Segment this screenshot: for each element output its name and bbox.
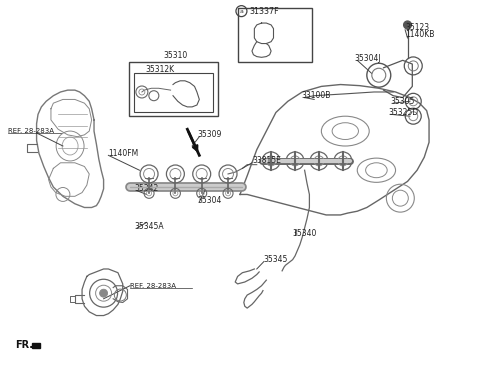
Text: 35340: 35340 xyxy=(293,229,317,238)
Text: 33100B: 33100B xyxy=(301,91,331,100)
Bar xyxy=(238,8,312,62)
Bar xyxy=(134,73,213,113)
Text: FR.: FR. xyxy=(15,340,33,350)
Text: 1140KB: 1140KB xyxy=(405,30,434,39)
Bar xyxy=(129,62,217,116)
Text: 35304: 35304 xyxy=(197,196,221,205)
Text: 1140FM: 1140FM xyxy=(108,149,139,158)
Polygon shape xyxy=(32,343,40,348)
Circle shape xyxy=(100,289,108,297)
Text: 35325D: 35325D xyxy=(388,108,419,117)
Text: 35342: 35342 xyxy=(135,184,159,193)
Circle shape xyxy=(404,21,411,29)
Text: 31337F: 31337F xyxy=(249,7,279,16)
Text: 35312K: 35312K xyxy=(145,65,174,74)
Text: REF. 28-283A: REF. 28-283A xyxy=(8,128,54,134)
Text: 33815E: 33815E xyxy=(252,156,281,165)
Text: REF. 28-283A: REF. 28-283A xyxy=(130,283,176,289)
Text: 35305: 35305 xyxy=(391,97,415,106)
Text: 35123: 35123 xyxy=(405,23,429,32)
Text: 35345A: 35345A xyxy=(135,222,164,231)
Text: 35345: 35345 xyxy=(263,255,288,264)
Text: a: a xyxy=(240,9,243,13)
Text: 35304J: 35304J xyxy=(355,54,382,63)
Text: 35309: 35309 xyxy=(197,130,221,140)
Text: 35310: 35310 xyxy=(163,51,188,60)
